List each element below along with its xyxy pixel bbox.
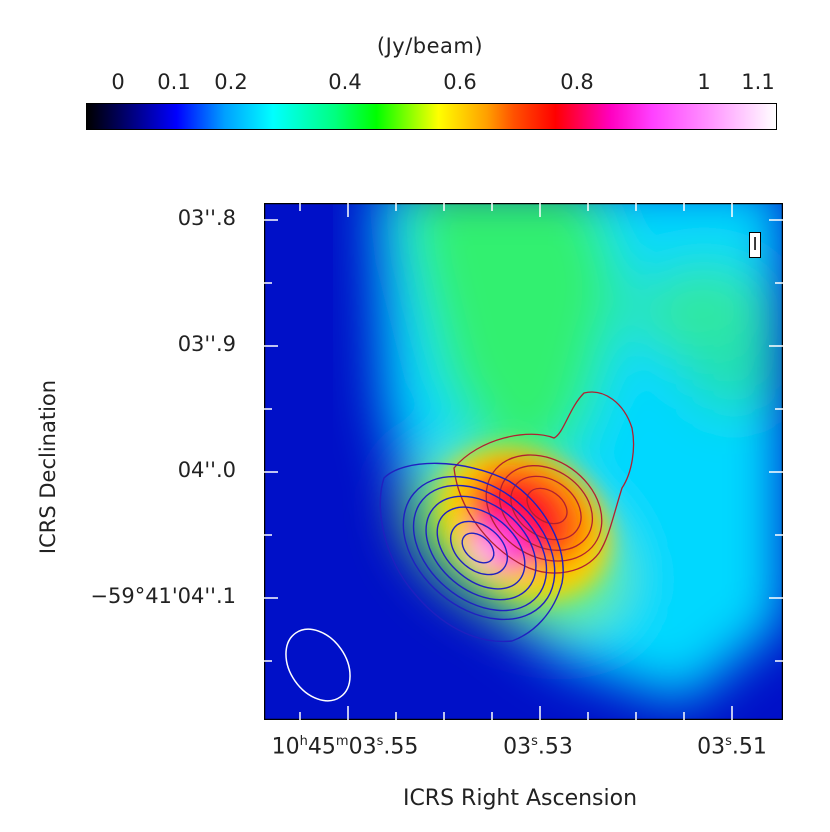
tick-marks bbox=[264, 203, 783, 720]
beam-ellipse bbox=[285, 628, 351, 702]
stokes-label: I bbox=[749, 232, 761, 258]
colorbar-tick: 1 bbox=[697, 70, 711, 94]
x-axis-title: ICRS Right Ascension bbox=[402, 786, 638, 811]
y-tick-label: 03''.8 bbox=[177, 206, 236, 230]
colorbar-tick: 0.4 bbox=[328, 70, 362, 94]
y-tick-label: 04''.0 bbox=[177, 458, 236, 482]
blue-contours bbox=[379, 462, 564, 643]
x-tick-label: 03s.53 bbox=[503, 734, 573, 760]
x-tick-label: 03s.51 bbox=[697, 734, 767, 760]
colorbar-tick: 0.2 bbox=[214, 70, 248, 94]
y-tick-label: −59°41'04''.1 bbox=[90, 584, 236, 608]
colorbar-tick: 0.8 bbox=[560, 70, 594, 94]
y-axis-title: ICRS Declination bbox=[36, 379, 60, 555]
colorbar-tick: 1.1 bbox=[741, 70, 775, 94]
colorbar-tick: 0.6 bbox=[443, 70, 477, 94]
colorbar-gradient bbox=[86, 103, 777, 130]
intensity-map bbox=[264, 203, 783, 720]
y-tick-label: 03''.9 bbox=[177, 332, 236, 356]
map-frame bbox=[264, 203, 783, 720]
red-contours bbox=[453, 391, 635, 574]
x-tick-label: 10h45m03s.55 bbox=[271, 734, 419, 760]
colorbar-tick: 0 bbox=[111, 70, 125, 94]
colorbar-tick: 0.1 bbox=[157, 70, 191, 94]
colorbar-unit-label: (Jy/beam) bbox=[376, 34, 484, 58]
